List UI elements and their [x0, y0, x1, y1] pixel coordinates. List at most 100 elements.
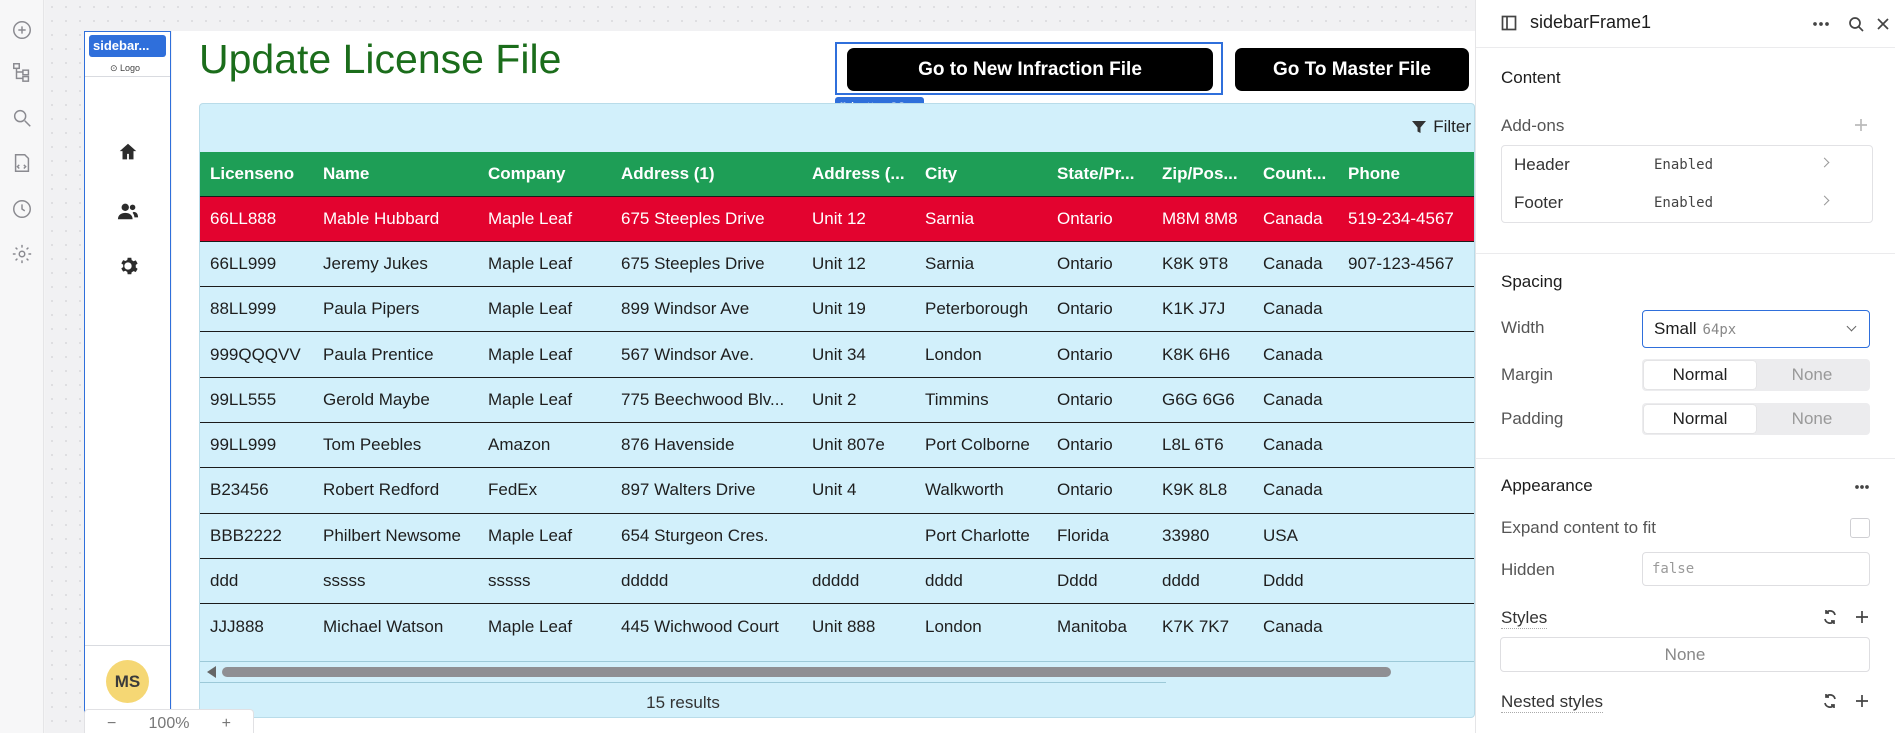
table-cell[interactable]: USA	[1253, 512, 1338, 559]
table-cell[interactable]: Robert Redford	[313, 467, 478, 514]
table-cell[interactable]: Unit 34	[802, 331, 915, 378]
settings-icon[interactable]	[10, 242, 34, 266]
header-addon-row[interactable]: Header Enabled	[1502, 146, 1872, 184]
column-header[interactable]: Licenseno	[200, 152, 313, 196]
table-cell[interactable]: BBB2222	[200, 512, 313, 559]
table-cell[interactable]: Ontario	[1047, 195, 1152, 242]
table-cell[interactable]: Sarnia	[915, 195, 1047, 242]
table-cell[interactable]: 899 Windsor Ave	[611, 286, 802, 332]
styles-value[interactable]: None	[1500, 637, 1870, 672]
table-cell[interactable]: Maple Leaf	[478, 331, 611, 378]
table-row[interactable]: 88LL999 Paula Pipers Maple Leaf 899 Windsor…	[200, 286, 1474, 332]
table-cell[interactable]: Dddd	[1253, 557, 1338, 604]
table-cell[interactable]: Tom Peebles	[313, 421, 478, 468]
horizontal-scrollbar[interactable]	[200, 661, 1474, 679]
table-cell[interactable]: Timmins	[915, 376, 1047, 423]
gear-icon[interactable]	[115, 253, 141, 279]
column-header[interactable]: City	[915, 152, 1047, 196]
column-header[interactable]: Address (1)	[611, 152, 802, 196]
table-cell[interactable]: Gerold Maybe	[313, 376, 478, 423]
scroll-left-arrow[interactable]	[207, 666, 216, 678]
column-header[interactable]: Address (...	[802, 152, 915, 196]
table-cell[interactable]: 33980	[1152, 512, 1253, 559]
table-cell[interactable]: Maple Leaf	[478, 603, 611, 649]
table-row[interactable]: BBB2222 Philbert Newsome Maple Leaf 654 Stu…	[200, 512, 1474, 559]
table-cell[interactable]: London	[915, 603, 1047, 649]
table-cell[interactable]: Unit 2	[802, 376, 915, 423]
table-cell[interactable]: Unit 19	[802, 286, 915, 332]
table-cell[interactable]	[1338, 603, 1474, 649]
table-cell[interactable]: K8K 6H6	[1152, 331, 1253, 378]
table-cell[interactable]: Paula Pipers	[313, 286, 478, 332]
column-header[interactable]: Company	[478, 152, 611, 196]
table-row[interactable]: 99LL999 Tom Peebles Amazon 876 Havenside Uni…	[200, 421, 1474, 468]
add-addon-icon[interactable]	[1852, 116, 1870, 134]
table-cell[interactable]: sssss	[478, 557, 611, 604]
table-cell[interactable]: Peterborough	[915, 286, 1047, 332]
column-header[interactable]: Phone	[1338, 152, 1474, 196]
table-cell[interactable]: Maple Leaf	[478, 240, 611, 287]
table-cell[interactable]: 519-234-4567	[1338, 195, 1474, 242]
table-cell[interactable]: K1K J7J	[1152, 286, 1253, 332]
table-cell[interactable]: 99LL999	[200, 421, 313, 468]
hidden-input[interactable]: false	[1642, 552, 1870, 586]
table-cell[interactable]: Mable Hubbard	[313, 195, 478, 242]
column-header[interactable]: Zip/Pos...	[1152, 152, 1253, 196]
margin-none-option[interactable]: None	[1791, 365, 1833, 384]
table-cell[interactable]: L8L 6T6	[1152, 421, 1253, 468]
table-cell[interactable]: 897 Walters Drive	[611, 467, 802, 514]
table-cell[interactable]: Maple Leaf	[478, 195, 611, 242]
table-cell[interactable]: Ontario	[1047, 286, 1152, 332]
table-cell[interactable]	[1338, 331, 1474, 378]
table-cell[interactable]: 88LL999	[200, 286, 313, 332]
footer-addon-row[interactable]: Footer Enabled	[1502, 184, 1872, 222]
table-cell[interactable]	[1338, 286, 1474, 332]
filter-button[interactable]: Filter	[1411, 117, 1471, 137]
table-cell[interactable]: JJJ888	[200, 603, 313, 649]
table-cell[interactable]: 99LL555	[200, 376, 313, 423]
table-row[interactable]: 99LL555 Gerold Maybe Maple Leaf 775 Beechwo…	[200, 376, 1474, 423]
table-cell[interactable]: 907-123-4567	[1338, 240, 1474, 287]
table-cell[interactable]: Canada	[1253, 331, 1338, 378]
refresh-icon[interactable]	[1820, 691, 1840, 711]
home-icon[interactable]	[115, 139, 141, 165]
table-cell[interactable]: Canada	[1253, 467, 1338, 514]
new-infraction-button[interactable]: Go to New Infraction File	[847, 48, 1213, 91]
table-cell[interactable]: K9K 8L8	[1152, 467, 1253, 514]
table-cell[interactable]	[1338, 467, 1474, 514]
expand-content-checkbox[interactable]	[1850, 518, 1870, 538]
search-icon[interactable]	[10, 106, 34, 130]
table-cell[interactable]: Maple Leaf	[478, 286, 611, 332]
column-header[interactable]: Name	[313, 152, 478, 196]
table-cell[interactable]: 876 Havenside	[611, 421, 802, 468]
width-select[interactable]: Small 64px	[1642, 310, 1870, 348]
table-cell[interactable]: Ontario	[1047, 467, 1152, 514]
table-cell[interactable]: 66LL888	[200, 195, 313, 242]
table-cell[interactable]: Ontario	[1047, 421, 1152, 468]
table-cell[interactable]: G6G 6G6	[1152, 376, 1253, 423]
table-cell[interactable]: Philbert Newsome	[313, 512, 478, 559]
zoom-level[interactable]: 100%	[148, 715, 190, 732]
table-cell[interactable]: 675 Steeples Drive	[611, 240, 802, 287]
table-cell[interactable]: Unit 807e	[802, 421, 915, 468]
table-cell[interactable]: London	[915, 331, 1047, 378]
table-cell[interactable]	[1338, 421, 1474, 468]
table-cell[interactable]: Amazon	[478, 421, 611, 468]
table-cell[interactable]: Walkworth	[915, 467, 1047, 514]
margin-normal-option[interactable]: Normal	[1644, 361, 1756, 389]
table-cell[interactable]: 66LL999	[200, 240, 313, 287]
search-icon[interactable]	[1846, 14, 1866, 34]
table-cell[interactable]: ddd	[200, 557, 313, 604]
padding-normal-option[interactable]: Normal	[1644, 405, 1756, 433]
table-cell[interactable]: 567 Windsor Ave.	[611, 331, 802, 378]
table-row[interactable]: 66LL888 Mable Hubbard Maple Leaf 675 Steepl…	[200, 195, 1474, 242]
add-icon[interactable]	[10, 18, 34, 42]
table-cell[interactable]: Unit 12	[802, 240, 915, 287]
column-header[interactable]: State/Pr...	[1047, 152, 1152, 196]
table-cell[interactable]: Canada	[1253, 421, 1338, 468]
sidebar-frame-tag[interactable]: sidebar...	[89, 35, 166, 57]
table-cell[interactable]: Michael Watson	[313, 603, 478, 649]
app-sidebar-frame[interactable]: sidebar... ⊙ Logo MS	[84, 31, 171, 733]
table-cell[interactable]: ddddd	[611, 557, 802, 604]
column-header[interactable]: Count...	[1253, 152, 1338, 196]
